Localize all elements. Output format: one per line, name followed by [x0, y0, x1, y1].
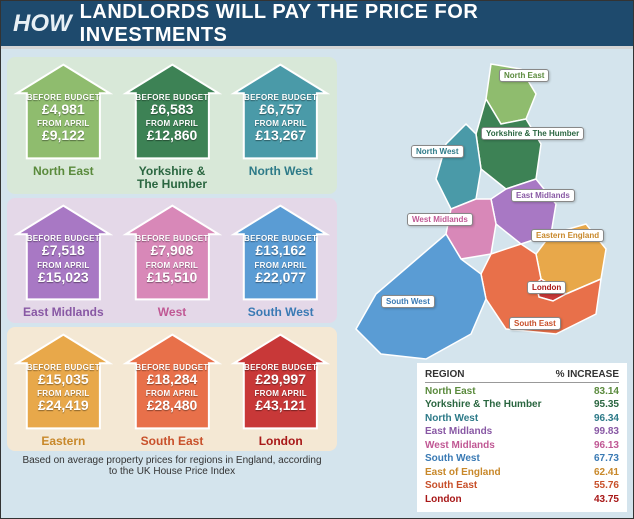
after-value: £12,860 [126, 128, 219, 143]
map-label: Yorkshire & The Humber [481, 127, 584, 140]
td-pct: 55.76 [594, 479, 619, 493]
before-value: £13,162 [234, 243, 327, 258]
region-name: East Midlands [11, 306, 116, 319]
map-label: London [527, 281, 566, 294]
table-row: South West 67.73 [425, 452, 619, 466]
td-region: East Midlands [425, 425, 492, 439]
td-region: West Midlands [425, 439, 495, 453]
before-value: £29,997 [234, 372, 327, 387]
td-region: London [425, 493, 462, 507]
table-row: South East 55.76 [425, 479, 619, 493]
before-value: £15,035 [17, 372, 110, 387]
td-region: East of England [425, 466, 501, 480]
table-row: North East 83.14 [425, 385, 619, 399]
after-value: £13,267 [234, 128, 327, 143]
footnote: Based on average property prices for reg… [7, 455, 337, 477]
house-card: BEFORE BUDGET £18,284 FROM APRIL £28,480… [120, 331, 225, 448]
after-value: £28,480 [126, 398, 219, 413]
table-row: Yorkshire & The Humber 95.35 [425, 398, 619, 412]
after-value: £24,419 [17, 398, 110, 413]
map-label: South West [381, 295, 435, 308]
house-row: BEFORE BUDGET £4,981 FROM APRIL £9,122 N… [7, 57, 337, 194]
table-row: West Midlands 96.13 [425, 439, 619, 453]
increase-table: REGION % INCREASE North East83.14Yorkshi… [417, 363, 627, 513]
after-value: £43,121 [234, 398, 327, 413]
td-pct: 67.73 [594, 452, 619, 466]
right-panel: North EastYorkshire & The HumberNorth We… [341, 49, 633, 518]
th-pct: % INCREASE [556, 369, 619, 380]
table-row: East Midlands 99.83 [425, 425, 619, 439]
before-value: £6,583 [126, 102, 219, 117]
map-label: East Midlands [511, 189, 575, 202]
map-label: North West [411, 145, 464, 158]
england-map [341, 49, 631, 379]
table-header: REGION % INCREASE [425, 369, 619, 383]
after-value: £22,077 [234, 270, 327, 285]
region-name: London [228, 435, 333, 448]
region-name: South East [120, 435, 225, 448]
table-row: East of England 62.41 [425, 466, 619, 480]
house-card: BEFORE BUDGET £7,908 FROM APRIL £15,510 … [120, 202, 225, 319]
td-pct: 99.83 [594, 425, 619, 439]
map-label: Eastern England [531, 229, 604, 242]
houses-panel: BEFORE BUDGET £4,981 FROM APRIL £9,122 N… [1, 49, 341, 518]
region-name: Yorkshire &The Humber [120, 165, 225, 190]
map-label: West Midlands [407, 213, 473, 226]
house-card: BEFORE BUDGET £4,981 FROM APRIL £9,122 N… [11, 61, 116, 190]
td-region: Yorkshire & The Humber [425, 398, 542, 412]
house-card: BEFORE BUDGET £6,583 FROM APRIL £12,860 … [120, 61, 225, 190]
td-pct: 43.75 [594, 493, 619, 507]
td-pct: 62.41 [594, 466, 619, 480]
before-value: £7,518 [17, 243, 110, 258]
title-how: HOW [13, 10, 72, 38]
before-value: £18,284 [126, 372, 219, 387]
house-card: BEFORE BUDGET £29,997 FROM APRIL £43,121… [228, 331, 333, 448]
region-name: North East [11, 165, 116, 178]
td-region: North West [425, 412, 478, 426]
region-name: West [120, 306, 225, 319]
house-card: BEFORE BUDGET £6,757 FROM APRIL £13,267 … [228, 61, 333, 190]
table-row: North West 96.34 [425, 412, 619, 426]
house-card: BEFORE BUDGET £7,518 FROM APRIL £15,023 … [11, 202, 116, 319]
map-label: South East [509, 317, 561, 330]
td-pct: 96.13 [594, 439, 619, 453]
title-rest: LANDLORDS WILL PAY THE PRICE FOR INVESTM… [80, 1, 621, 47]
td-region: North East [425, 385, 476, 399]
td-pct: 83.14 [594, 385, 619, 399]
map-label: North East [499, 69, 549, 82]
house-row: BEFORE BUDGET £15,035 FROM APRIL £24,419… [7, 327, 337, 452]
before-value: £7,908 [126, 243, 219, 258]
td-region: South East [425, 479, 477, 493]
before-value: £6,757 [234, 102, 327, 117]
title-bar: HOW LANDLORDS WILL PAY THE PRICE FOR INV… [1, 1, 633, 49]
td-pct: 95.35 [594, 398, 619, 412]
house-row: BEFORE BUDGET £7,518 FROM APRIL £15,023 … [7, 198, 337, 323]
td-pct: 96.34 [594, 412, 619, 426]
region-name: North West [228, 165, 333, 178]
region-name: South West [228, 306, 333, 319]
th-region: REGION [425, 369, 464, 380]
house-card: BEFORE BUDGET £15,035 FROM APRIL £24,419… [11, 331, 116, 448]
after-value: £15,510 [126, 270, 219, 285]
after-value: £9,122 [17, 128, 110, 143]
after-value: £15,023 [17, 270, 110, 285]
map-area: North East Yorkshire & The Humber North We… [341, 49, 633, 379]
td-region: South West [425, 452, 480, 466]
before-value: £4,981 [17, 102, 110, 117]
region-name: Eastern [11, 435, 116, 448]
house-card: BEFORE BUDGET £13,162 FROM APRIL £22,077… [228, 202, 333, 319]
table-row: London 43.75 [425, 493, 619, 507]
